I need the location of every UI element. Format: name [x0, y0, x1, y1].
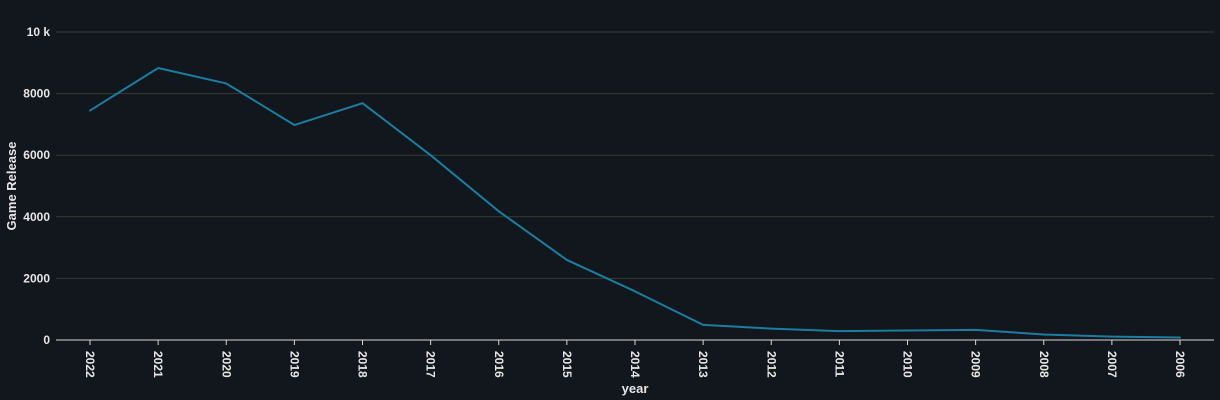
y-axis: 0 2000 4000 6000 8000 10 k [23, 25, 50, 347]
data-point[interactable] [220, 77, 232, 89]
x-tick-label: 2022 [83, 351, 97, 378]
x-tick-label: 2016 [492, 351, 506, 378]
data-point[interactable] [629, 285, 641, 297]
x-tick-label: 2010 [901, 351, 915, 378]
data-point[interactable] [970, 324, 982, 336]
x-tick-label: 2013 [696, 351, 710, 378]
series-layer [84, 62, 1186, 344]
data-point[interactable] [288, 119, 300, 131]
x-tick-label: 2015 [560, 351, 574, 378]
y-axis-title: Game Release [4, 142, 19, 231]
data-point[interactable] [833, 325, 845, 337]
x-tick-label: 2018 [356, 351, 370, 378]
data-point[interactable] [493, 205, 505, 217]
data-point[interactable] [902, 324, 914, 336]
y-tick-label: 6000 [23, 148, 50, 162]
data-point[interactable] [84, 105, 96, 117]
y-tick-label: 4000 [23, 210, 50, 224]
x-tick-label: 2014 [628, 351, 642, 378]
x-tick-label: 2007 [1105, 351, 1119, 378]
data-point[interactable] [1174, 332, 1186, 344]
gridlines [56, 31, 1214, 279]
data-point[interactable] [152, 62, 164, 74]
data-point[interactable] [1106, 331, 1118, 343]
y-tick-label: 0 [43, 333, 50, 347]
x-tick-label: 2012 [764, 351, 778, 378]
series-line [89, 67, 1181, 339]
data-point[interactable] [561, 254, 573, 266]
y-tick-label: 2000 [23, 271, 50, 285]
x-tick-label: 2009 [969, 351, 983, 378]
data-point[interactable] [357, 97, 369, 109]
x-tick-label: 2006 [1173, 351, 1187, 378]
data-point[interactable] [425, 149, 437, 161]
data-point[interactable] [697, 319, 709, 331]
data-point[interactable] [1038, 328, 1050, 340]
x-tick-label: 2019 [287, 351, 301, 378]
x-tick-label: 2008 [1037, 351, 1051, 378]
x-tick-label: 2011 [832, 351, 846, 377]
x-axis: 2022 2021 2020 2019 2018 2017 2016 2015 2014 2013… [56, 339, 1214, 378]
x-tick-label: 2017 [424, 351, 438, 378]
data-point[interactable] [765, 323, 777, 335]
x-axis-title: year [622, 381, 649, 396]
y-tick-label: 10 k [27, 25, 51, 39]
x-tick-label: 2021 [151, 351, 165, 378]
x-tick-label: 2020 [219, 351, 233, 378]
y-tick-label: 8000 [23, 87, 50, 101]
